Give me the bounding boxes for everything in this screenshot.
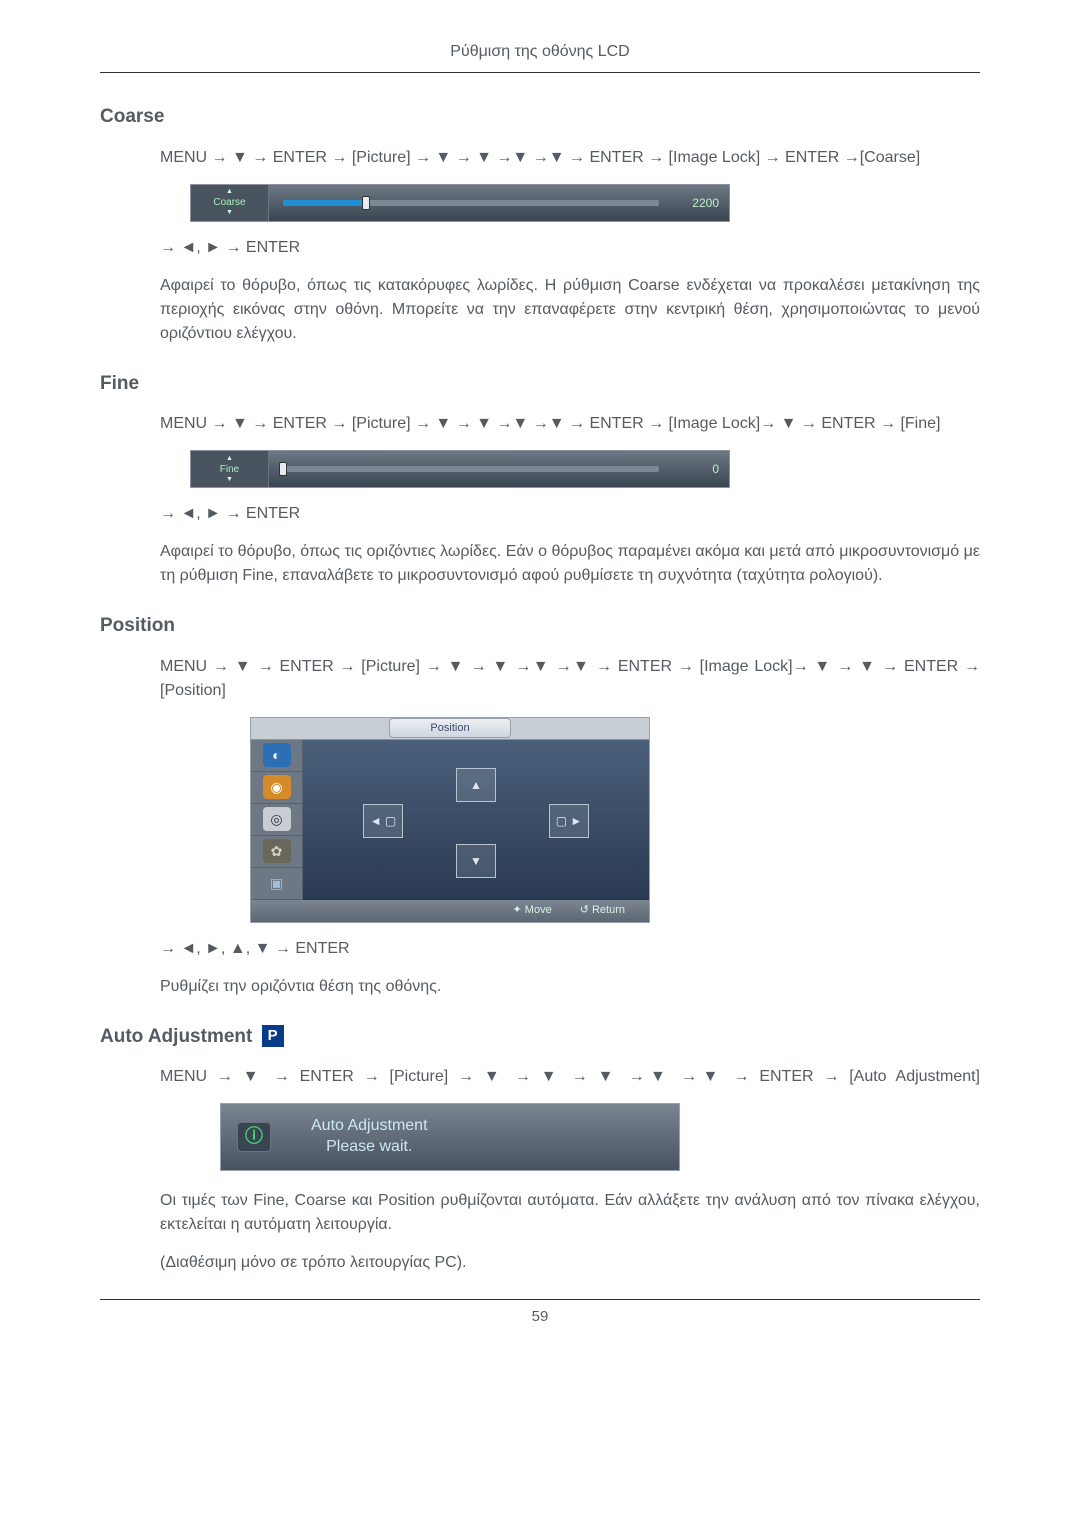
position-osd-down-icon: ▼ [456, 844, 496, 878]
coarse-nav-2: → ◄, ► → ENTER [160, 236, 980, 260]
auto-heading-text: Auto Adjustment [100, 1026, 252, 1047]
fine-osd-down-icon: ▼ [226, 477, 233, 483]
auto-adj-osd: ⓘ Auto Adjustment Please wait. [220, 1103, 680, 1171]
fine-osd-label-box: ▲ Fine ▼ [191, 451, 269, 487]
position-osd-right-icon: ▢ ► [549, 804, 589, 838]
coarse-osd-value: 2200 [673, 194, 729, 212]
position-sidebar-icon: ◎ [263, 807, 291, 831]
auto-heading: Auto Adjustment P [100, 1023, 980, 1052]
p-badge-icon: P [262, 1025, 284, 1047]
position-osd-tab: Position [389, 718, 510, 739]
auto-nav-1: MENU → ▼ → ENTER → [Picture] → ▼ → ▼ → ▼… [160, 1065, 980, 1089]
position-sidebar-cell: ◐ [251, 740, 302, 772]
fine-nav-2: → ◄, ► → ENTER [160, 502, 980, 526]
page-header-title: Ρύθμιση της οθόνης LCD [100, 40, 980, 73]
fine-osd-label: Fine [220, 462, 239, 477]
position-sidebar-cell: ◉ [251, 772, 302, 804]
position-osd-body: ◐ ◉ ◎ ✿ ▣ ▲ ◄ ▢ ▢ ► ▼ [251, 740, 649, 900]
position-sidebar-icon: ▣ [263, 871, 291, 895]
coarse-heading: Coarse [100, 103, 980, 132]
position-sidebar-cell: ▣ [251, 868, 302, 900]
fine-osd-slider [269, 466, 673, 472]
position-osd-footer-move: ✦ Move [513, 902, 552, 919]
position-osd-main: ▲ ◄ ▢ ▢ ► ▼ [303, 740, 649, 900]
auto-adj-msg-line2: Please wait. [311, 1137, 428, 1158]
coarse-osd-label-box: ▲ Coarse ▼ [191, 185, 269, 221]
position-nav-1: MENU → ▼ → ENTER → [Picture] → ▼ → ▼ →▼ … [160, 655, 980, 703]
position-sidebar-cell: ◎ [251, 804, 302, 836]
page-number: 59 [100, 1299, 980, 1329]
position-osd-footer-return: ↺ Return [580, 902, 625, 919]
fine-osd-value: 0 [673, 460, 729, 478]
coarse-osd-track [283, 200, 659, 206]
coarse-osd-thumb [362, 196, 370, 210]
fine-osd-bar: ▲ Fine ▼ 0 [190, 450, 730, 488]
coarse-osd-bar: ▲ Coarse ▼ 2200 [190, 184, 730, 222]
position-osd-sidebar: ◐ ◉ ◎ ✿ ▣ [251, 740, 303, 900]
position-osd-panel: Position ◐ ◉ ◎ ✿ ▣ ▲ ◄ ▢ ▢ ► ▼ ✦ Move ↺ Retu… [250, 717, 650, 923]
auto-body-1: Οι τιμές των Fine, Coarse και Position ρ… [160, 1189, 980, 1237]
position-sidebar-icon: ◐ [263, 743, 291, 767]
info-icon: ⓘ [237, 1122, 271, 1152]
auto-body-2: (Διαθέσιμη μόνο σε τρόπο λειτουργίας PC)… [160, 1251, 980, 1275]
fine-nav-1: MENU → ▼ → ENTER → [Picture] → ▼ → ▼ →▼ … [160, 412, 980, 436]
position-nav-2: → ◄, ►, ▲, ▼ → ENTER [160, 937, 980, 961]
position-osd-left-icon: ◄ ▢ [363, 804, 403, 838]
position-sidebar-icon: ◉ [263, 775, 291, 799]
fine-heading: Fine [100, 370, 980, 399]
position-sidebar-cell: ✿ [251, 836, 302, 868]
fine-body: Αφαιρεί το θόρυβο, όπως τις οριζόντιες λ… [160, 540, 980, 588]
coarse-nav-1: MENU → ▼ → ENTER → [Picture] → ▼ → ▼ →▼ … [160, 146, 980, 170]
position-heading: Position [100, 612, 980, 641]
position-sidebar-icon: ✿ [263, 839, 291, 863]
coarse-osd-fill [283, 200, 366, 206]
position-body: Ρυθμίζει την οριζόντια θέση της οθόνης. [160, 975, 980, 999]
fine-osd-track [283, 466, 659, 472]
auto-adj-msg: Auto Adjustment Please wait. [311, 1116, 428, 1158]
coarse-body: Αφαιρεί το θόρυβο, όπως τις κατακόρυφες … [160, 274, 980, 346]
coarse-osd-down-icon: ▼ [226, 210, 233, 216]
fine-osd-thumb [279, 462, 287, 476]
coarse-osd-slider [269, 200, 673, 206]
coarse-osd-label: Coarse [213, 195, 245, 210]
position-osd-up-icon: ▲ [456, 768, 496, 802]
position-osd-header: Position [251, 718, 649, 740]
auto-adj-msg-line1: Auto Adjustment [311, 1116, 428, 1137]
position-osd-footer: ✦ Move ↺ Return [251, 900, 649, 922]
